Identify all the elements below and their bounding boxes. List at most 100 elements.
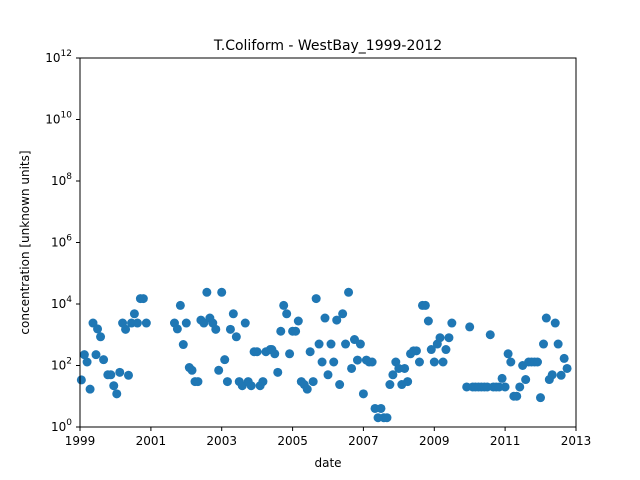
data-point <box>536 393 545 403</box>
data-point <box>497 373 507 383</box>
data-point <box>423 316 433 326</box>
data-point <box>358 389 368 399</box>
data-point <box>115 367 125 377</box>
data-point <box>106 370 116 380</box>
data-point <box>76 375 86 385</box>
data-point <box>311 294 321 304</box>
data-point <box>199 318 209 328</box>
data-point <box>314 339 324 349</box>
data-point <box>99 355 109 365</box>
data-point <box>541 313 551 323</box>
data-point <box>187 365 197 375</box>
data-point <box>225 324 235 334</box>
data-point <box>217 287 227 297</box>
data-point <box>211 324 221 334</box>
data-point <box>426 345 436 355</box>
data-point <box>344 287 354 297</box>
data-point <box>121 324 131 334</box>
data-point <box>85 384 95 394</box>
data-point <box>172 324 182 334</box>
data-point <box>329 357 339 367</box>
x-tick-label: 2005 <box>277 434 308 448</box>
data-point <box>500 382 510 392</box>
data-point <box>138 294 148 304</box>
data-point <box>411 346 421 356</box>
data-point <box>240 318 250 328</box>
data-point <box>132 318 142 328</box>
data-point <box>388 370 398 380</box>
data-point <box>96 332 106 342</box>
x-tick-label: 2013 <box>561 434 592 448</box>
data-point <box>270 349 280 359</box>
data-point <box>506 357 516 367</box>
data-point <box>279 300 289 310</box>
data-point <box>335 380 345 390</box>
x-tick-label: 2003 <box>206 434 237 448</box>
data-point <box>515 382 525 392</box>
data-point <box>228 309 238 319</box>
data-point <box>285 349 295 359</box>
data-point <box>465 322 475 332</box>
data-point <box>222 377 232 387</box>
data-point <box>355 339 365 349</box>
data-point <box>562 363 572 373</box>
data-point <box>352 355 362 365</box>
x-tick-label: 2007 <box>348 434 379 448</box>
data-point <box>252 347 262 357</box>
data-point <box>429 357 439 367</box>
y-axis-label: concentration [unknown units] <box>18 150 32 334</box>
data-point <box>420 300 430 310</box>
data-point <box>382 413 392 423</box>
data-point <box>553 339 563 349</box>
data-point <box>181 318 191 328</box>
x-tick-label: 2009 <box>419 434 450 448</box>
data-point <box>308 377 318 387</box>
data-point <box>326 339 336 349</box>
data-point <box>231 332 241 342</box>
data-point <box>376 403 386 413</box>
data-point <box>347 363 357 373</box>
data-points <box>76 287 572 423</box>
data-point <box>403 377 413 387</box>
data-point <box>141 318 151 328</box>
data-point <box>556 370 566 380</box>
data-point <box>282 309 292 319</box>
data-point <box>112 389 122 399</box>
data-point <box>129 309 139 319</box>
data-point <box>414 357 424 367</box>
data-point <box>547 370 557 380</box>
data-point <box>332 315 342 325</box>
data-point <box>193 377 203 387</box>
data-point <box>503 349 513 359</box>
x-tick-label: 2001 <box>136 434 167 448</box>
data-point <box>79 350 89 360</box>
data-point <box>447 318 457 328</box>
data-point <box>305 347 315 357</box>
data-point <box>533 357 542 367</box>
data-point <box>214 365 224 375</box>
data-point <box>559 353 569 363</box>
data-point <box>367 357 377 367</box>
data-point <box>291 326 301 336</box>
x-axis: 1999 2001 2003 2005 2007 2009 2011 2013 <box>65 427 592 448</box>
data-point <box>550 318 560 328</box>
data-point <box>220 355 230 365</box>
x-tick-label: 1999 <box>65 434 96 448</box>
data-point <box>485 330 495 340</box>
data-point <box>539 339 549 349</box>
data-point <box>512 391 522 401</box>
data-point <box>258 377 268 387</box>
data-point <box>175 300 185 310</box>
data-point <box>123 370 133 380</box>
data-point <box>341 339 351 349</box>
data-point <box>178 340 188 350</box>
data-point <box>276 326 286 336</box>
data-point <box>441 345 451 355</box>
data-point <box>438 357 448 367</box>
data-point <box>400 363 410 373</box>
data-point <box>302 384 312 394</box>
data-point <box>93 324 103 334</box>
data-point <box>521 375 531 385</box>
data-point <box>82 357 92 367</box>
